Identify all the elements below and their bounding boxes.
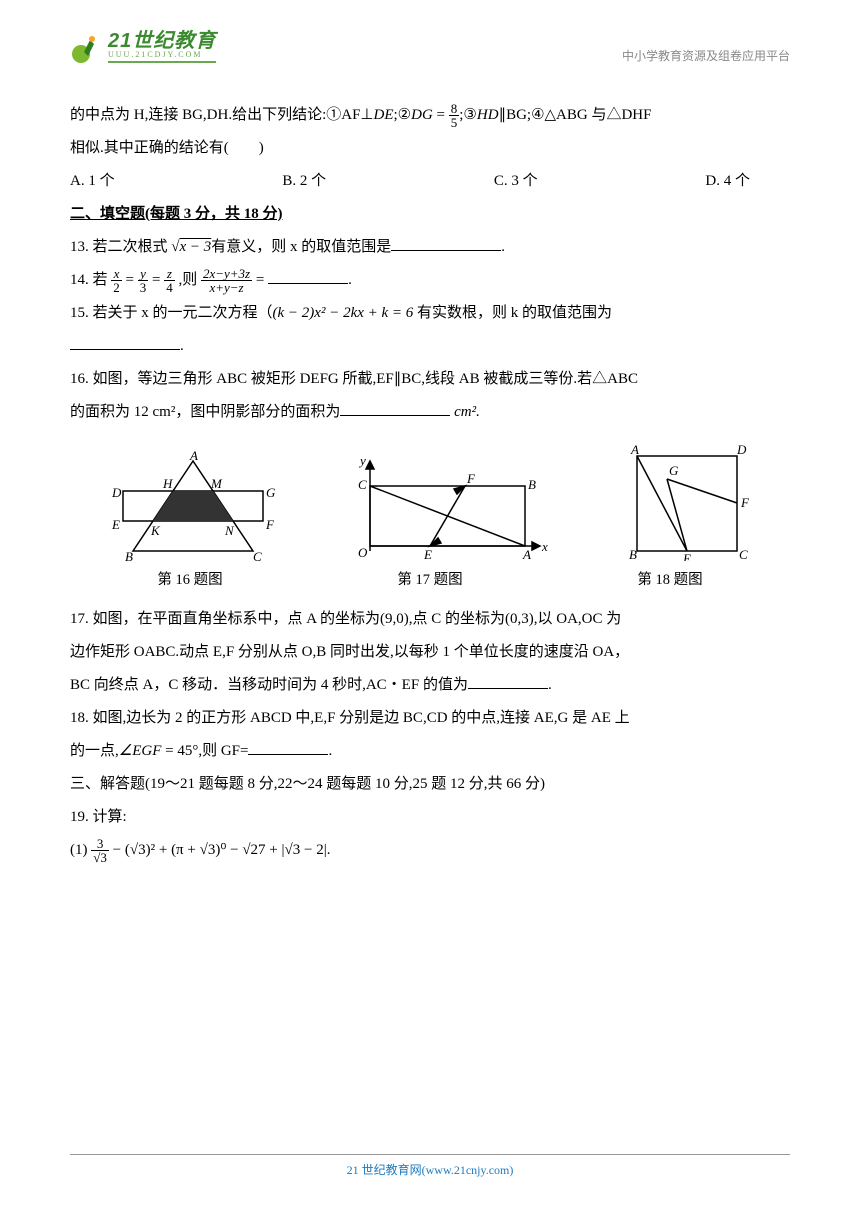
section3-title: 三、解答题(19～21 题每题 8 分,22～24 题每题 10 分,25 题 …	[70, 768, 790, 801]
svg-text:B: B	[528, 477, 536, 492]
svg-text:A: A	[189, 451, 198, 463]
svg-text:H: H	[162, 476, 173, 491]
svg-text:C: C	[358, 477, 367, 492]
svg-text:x: x	[541, 539, 548, 554]
q15-blank	[70, 335, 180, 350]
q18-blank	[248, 740, 328, 755]
q12-opt-c: C. 3 个	[494, 165, 538, 198]
footer-divider	[70, 1154, 790, 1155]
q19-expr: (1) 3√3 − (√3)² + (π + √3)⁰ − √27 + |√3 …	[70, 834, 790, 867]
page-footer: 21 世纪教育网(www.21cnjy.com)	[0, 1154, 860, 1178]
q16-line2: 的面积为 12 cm²，图中阴影部分的面积为 cm².	[70, 396, 790, 429]
svg-text:C: C	[253, 549, 262, 561]
logo-sub: UUU.21CDJY.COM	[108, 51, 216, 59]
svg-text:A: A	[522, 547, 531, 561]
q15-blank-line: .	[70, 330, 790, 363]
header-right-text: 中小学教育资源及组卷应用平台	[622, 47, 790, 64]
q12-options: A. 1 个 B. 2 个 C. 3 个 D. 4 个	[70, 165, 790, 198]
q14-blank	[268, 269, 348, 284]
q12-opt-a: A. 1 个	[70, 165, 115, 198]
svg-text:O: O	[358, 545, 368, 560]
svg-text:N: N	[224, 523, 235, 538]
q12-opt-b: B. 2 个	[282, 165, 326, 198]
q12-line1: 的中点为 H,连接 BG,DH.给出下列结论:①AF⊥DE;②DG = 85;③…	[70, 99, 790, 132]
content-body: 的中点为 H,连接 BG,DH.给出下列结论:①AF⊥DE;②DG = 85;③…	[70, 99, 790, 867]
svg-text:B: B	[629, 547, 637, 561]
svg-text:M: M	[210, 476, 223, 491]
svg-text:G: G	[266, 485, 276, 500]
figure-16: A D H M G E K N F B C	[103, 451, 283, 561]
figure-17: y C F B O E A x	[350, 451, 550, 561]
q17-line1: 17. 如图，在平面直角坐标系中，点 A 的坐标为(9,0),点 C 的坐标为(…	[70, 603, 790, 636]
svg-text:E: E	[682, 551, 691, 561]
svg-text:E: E	[423, 547, 432, 561]
caption-16: 第 16 题图	[157, 565, 222, 597]
svg-text:y: y	[358, 453, 366, 468]
logo-main: 21世纪教育	[108, 30, 216, 52]
q12-line2: 相似.其中正确的结论有( )	[70, 132, 790, 165]
q16-line1: 16. 如图，等边三角形 ABC 被矩形 DEFG 所截,EF∥BC,线段 AB…	[70, 363, 790, 396]
q13-blank	[391, 236, 501, 251]
svg-text:D: D	[736, 442, 747, 457]
logo: 21世纪教育 UUU.21CDJY.COM	[70, 30, 216, 64]
svg-text:E: E	[111, 517, 120, 532]
logo-text: 21世纪教育 UUU.21CDJY.COM	[108, 31, 216, 63]
svg-text:K: K	[150, 523, 161, 538]
q15: 15. 若关于 x 的一元二次方程（(k − 2)x² − 2kx + k = …	[70, 297, 790, 330]
figure-captions: 第 16 题图 第 17 题图 第 18 题图	[70, 565, 790, 597]
caption-17: 第 17 题图	[397, 565, 462, 597]
q17-line2: 边作矩形 OABC.动点 E,F 分别从点 O,B 同时出发,以每秒 1 个单位…	[70, 636, 790, 669]
svg-text:D: D	[111, 485, 122, 500]
figures-row: A D H M G E K N F B C	[70, 441, 790, 561]
page-header: 21世纪教育 UUU.21CDJY.COM 中小学教育资源及组卷应用平台	[70, 30, 790, 64]
section2-title: 二、填空题(每题 3 分，共 18 分)	[70, 198, 790, 231]
q12-opt-d: D. 4 个	[705, 165, 750, 198]
svg-text:A: A	[630, 442, 639, 457]
q19-label: 19. 计算:	[70, 801, 790, 834]
q13: 13. 若二次根式 √x − 3有意义，则 x 的取值范围是.	[70, 231, 790, 264]
svg-text:F: F	[740, 495, 750, 510]
caption-18: 第 18 题图	[637, 565, 702, 597]
svg-text:C: C	[739, 547, 748, 561]
figure-18: A D G F B E C	[617, 441, 757, 561]
svg-text:G: G	[669, 463, 679, 478]
svg-text:B: B	[125, 549, 133, 561]
q16-blank	[340, 401, 450, 416]
footer-text: 21 世纪教育网(www.21cnjy.com)	[347, 1163, 514, 1177]
logo-icon	[70, 30, 104, 64]
svg-text:F: F	[466, 471, 476, 486]
q18-line2: 的一点,∠EGF = 45°,则 GF=.	[70, 735, 790, 768]
svg-text:F: F	[265, 517, 275, 532]
q17-blank	[468, 674, 548, 689]
q18-line1: 18. 如图,边长为 2 的正方形 ABCD 中,E,F 分别是边 BC,CD …	[70, 702, 790, 735]
q17-line3: BC 向终点 A，C 移动．当移动时间为 4 秒时,AC・EF 的值为.	[70, 669, 790, 702]
q14: 14. 若 x2 = y3 = z4 ,则 2x−y+3zx+y−z = .	[70, 264, 790, 297]
